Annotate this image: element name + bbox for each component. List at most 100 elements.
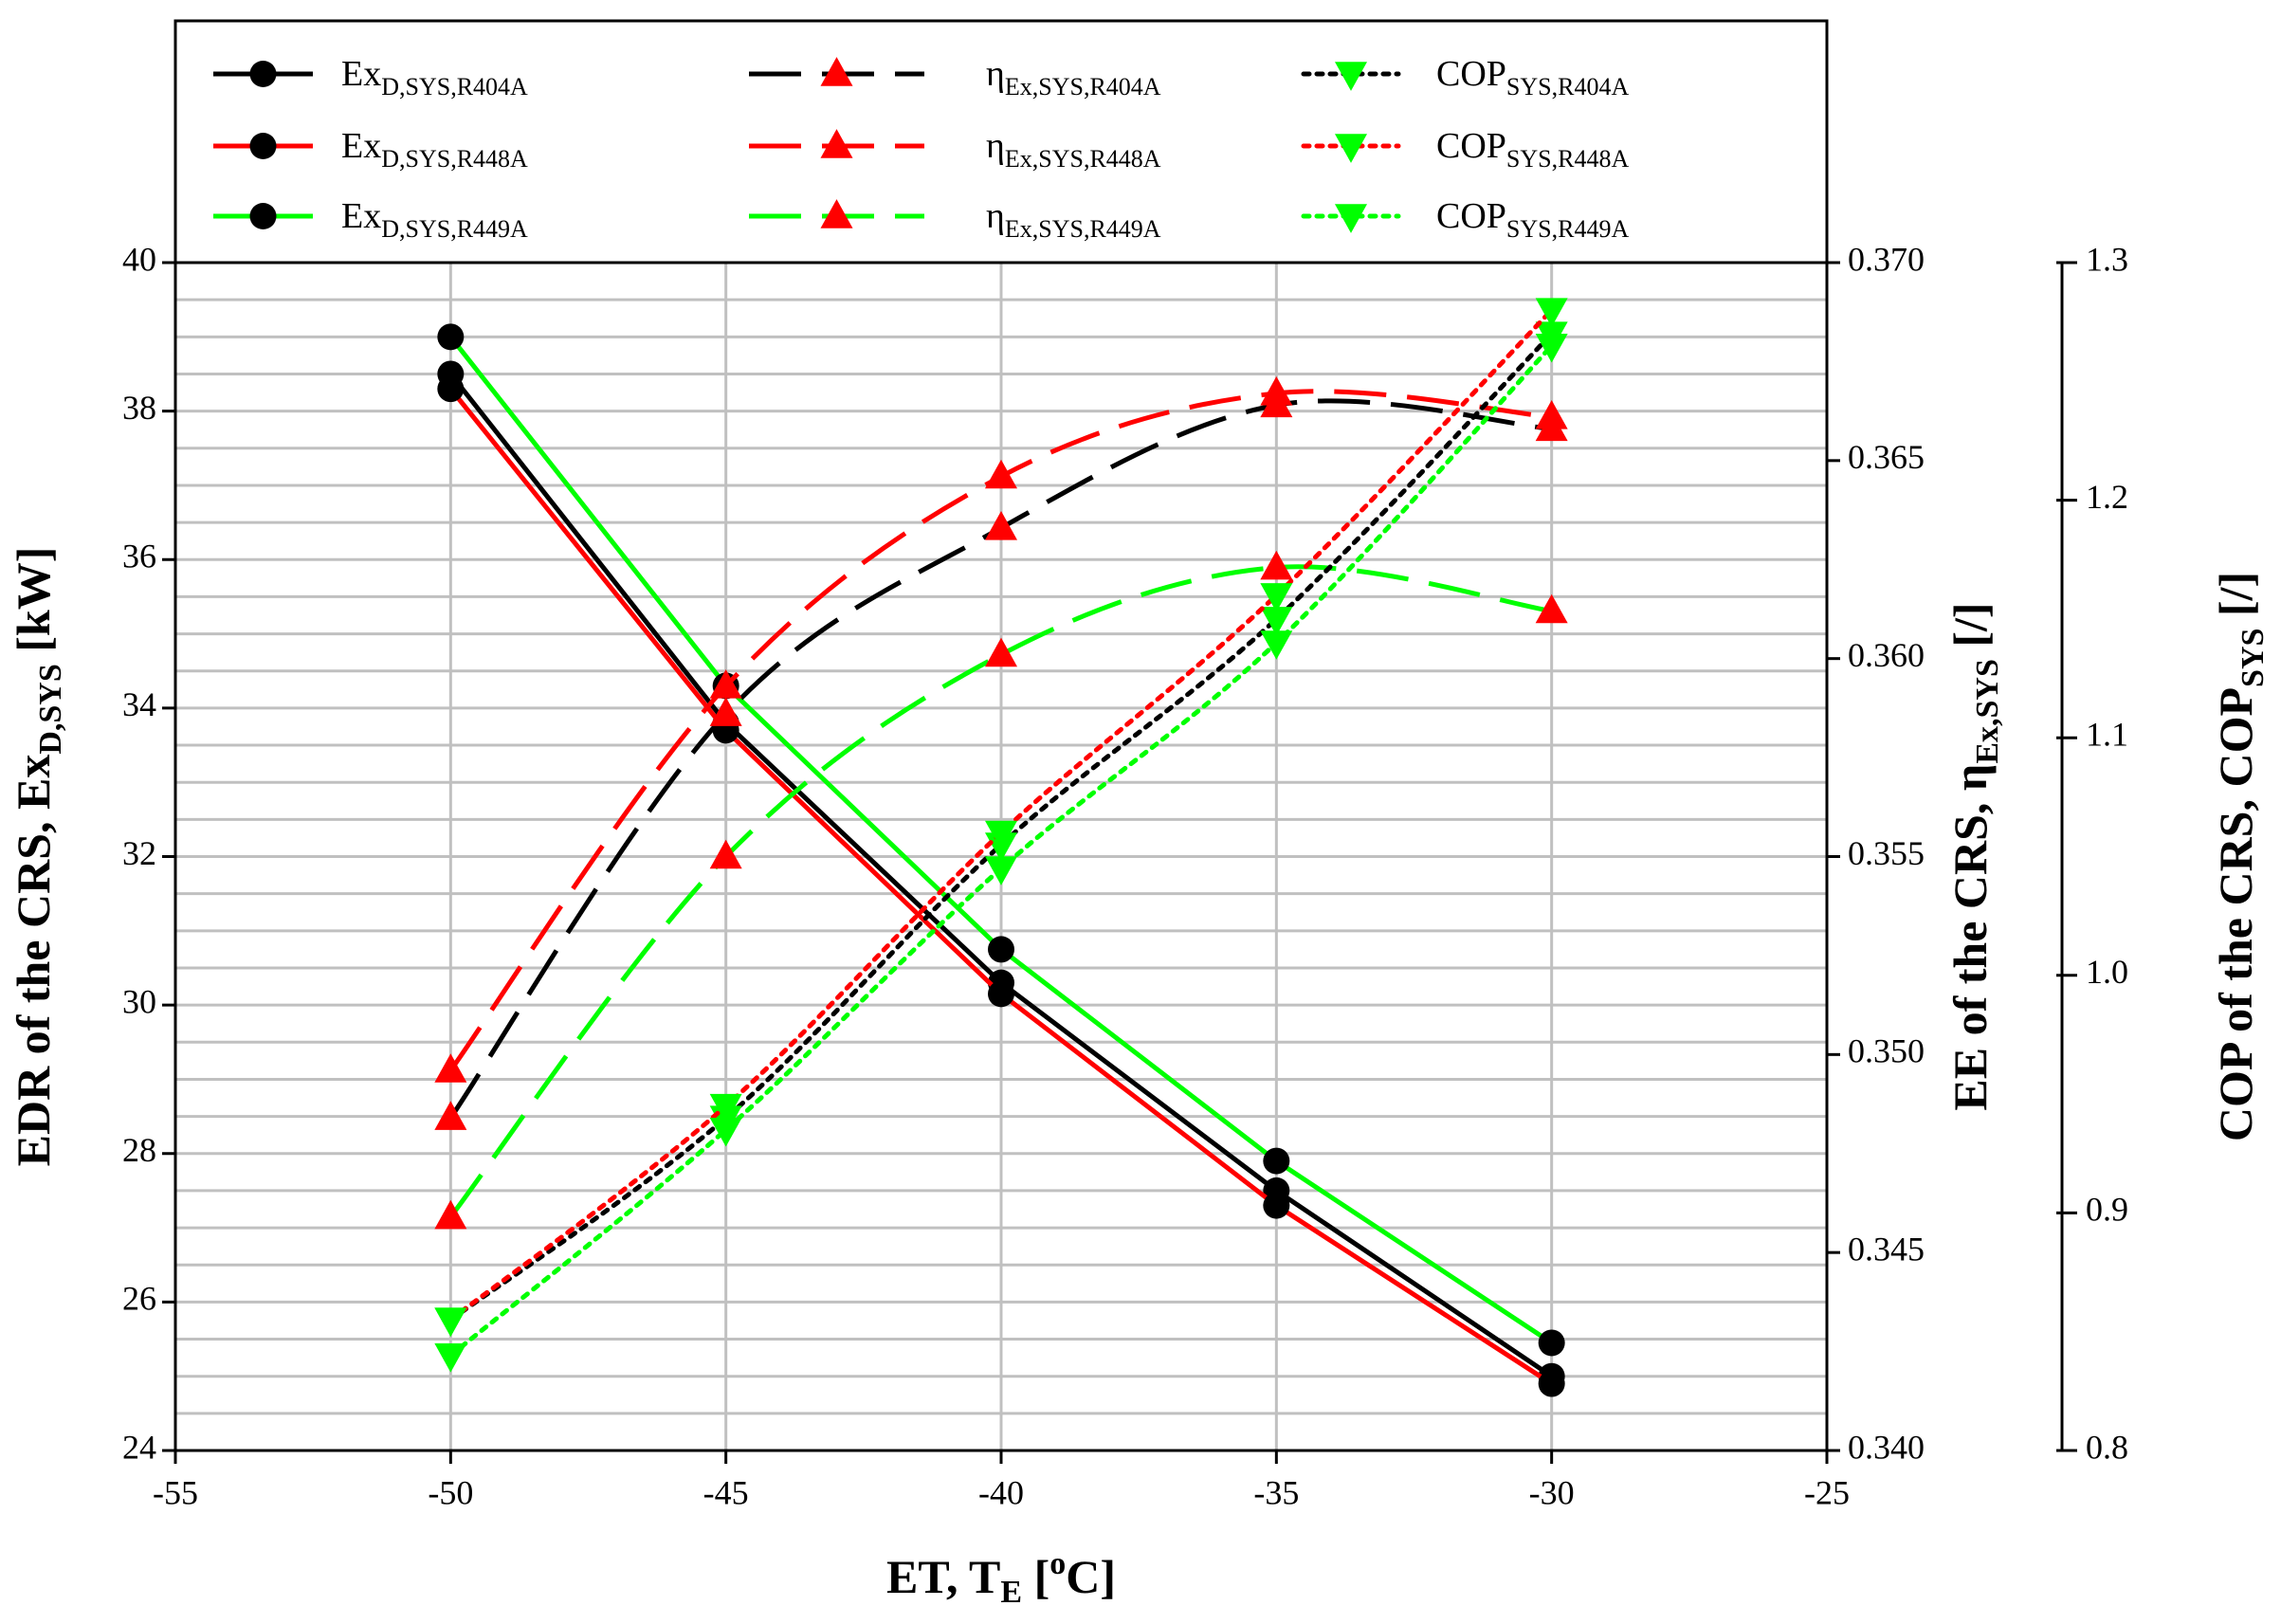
data-point-edr-r449a	[437, 323, 465, 351]
cop-tick-label: 1.1	[2086, 715, 2128, 753]
legend-label: COPSYS,R449A	[1436, 196, 1629, 243]
legend-marker	[249, 203, 277, 229]
x-tick-label: -25	[1804, 1473, 1850, 1511]
legend-marker	[1335, 134, 1367, 163]
x-tick-label: -35	[1253, 1473, 1299, 1511]
legend-layer: ExD,SYS,R404A ExD,SYS,R448A ExD,SYS,R449A η…	[213, 54, 1629, 243]
data-point-edr-r448a	[1538, 1370, 1565, 1397]
x-tick-label: -30	[1529, 1473, 1575, 1511]
series-ee-r449a	[434, 550, 1568, 1230]
data-point-ee-r449a	[434, 1199, 467, 1230]
data-point-ee-r404a	[434, 1101, 467, 1130]
data-point-ee-r404a	[985, 510, 1017, 540]
left-tick-label: 32	[122, 834, 156, 872]
ee-tick-label: 0.350	[1848, 1032, 1925, 1070]
ee-tick-label: 0.345	[1848, 1230, 1925, 1268]
legend-entry: ηEx,SYS,R448A	[749, 126, 1161, 173]
cop-tick-label: 1.0	[2086, 953, 2128, 991]
grid-layer	[175, 261, 1827, 1452]
data-point-ee-r449a	[1260, 550, 1293, 580]
left-tick-label: 30	[122, 982, 156, 1020]
left-axis-title: EDR of the CRS, ExD,SYS [kW]	[7, 547, 68, 1167]
title-layer: EDR of the CRS, ExD,SYS [kW] EE of the CR…	[7, 547, 2271, 1610]
data-point-ee-r449a	[709, 839, 742, 869]
data-point-ee-r449a	[1535, 593, 1568, 624]
axis-layer: -55 -50 -45 -40 -35 -30 -25 24 26 28 30 32 34 36 38 40 0…	[122, 240, 2128, 1511]
left-tick-label: 34	[122, 685, 156, 723]
data-point-cop-r449a	[985, 856, 1017, 885]
data-point-edr-r449a	[1263, 1147, 1290, 1175]
ee-tick-label: 0.370	[1848, 240, 1925, 278]
data-point-ee-r448a	[1535, 400, 1568, 429]
data-point-ee-r449a	[985, 637, 1017, 667]
data-point-cop-r448a	[1535, 298, 1568, 327]
left-tick-label: 40	[122, 240, 156, 278]
left-tick-label: 24	[122, 1428, 156, 1466]
cop-tick-label: 0.8	[2086, 1428, 2128, 1466]
legend-label: ηEx,SYS,R404A	[986, 54, 1161, 100]
cop-tick-label: 0.9	[2086, 1191, 2128, 1229]
series-layer	[434, 298, 1568, 1397]
ee-axis-title: EE of the CRS, ηEx,SYS [/]	[1943, 602, 2005, 1110]
data-point-ee-r448a	[709, 669, 742, 699]
data-point-ee-r448a	[985, 459, 1017, 489]
data-point-ee-r404a	[709, 697, 742, 726]
legend-label: COPSYS,R448A	[1436, 126, 1629, 173]
legend-marker	[1335, 62, 1367, 91]
data-point-cop-r449a	[434, 1343, 467, 1373]
x-tick-label: -55	[153, 1473, 198, 1511]
x-tick-label: -45	[703, 1473, 749, 1511]
left-tick-label: 36	[122, 538, 156, 575]
left-tick-label: 38	[122, 389, 156, 427]
legend-entry: ηEx,SYS,R449A	[749, 196, 1161, 243]
series-edr-r448a	[437, 375, 1565, 1397]
x-tick-label: -40	[978, 1473, 1024, 1511]
data-point-cop-r448a	[434, 1307, 467, 1338]
data-point-cop-r449a	[1535, 333, 1568, 363]
legend-entry: ExD,SYS,R449A	[213, 196, 528, 243]
legend-entry: ExD,SYS,R404A	[213, 54, 528, 100]
legend-box	[173, 19, 1829, 265]
legend-entry: COPSYS,R404A	[1301, 54, 1629, 100]
data-point-cop-r448a	[709, 1093, 742, 1123]
series-cop-r449a	[434, 333, 1568, 1373]
legend-entry: ExD,SYS,R448A	[213, 126, 528, 173]
series-line-ee-r404a	[448, 398, 1552, 1120]
legend-label: ExD,SYS,R448A	[341, 126, 528, 173]
data-point-cop-r449a	[1260, 630, 1293, 660]
data-point-cop-r449a	[709, 1117, 742, 1147]
series-line-ee-r448a	[448, 389, 1552, 1072]
data-point-cop-r404a	[1260, 607, 1293, 636]
data-point-edr-r448a	[1263, 1192, 1290, 1219]
legend-label: ηEx,SYS,R449A	[986, 196, 1161, 243]
legend-marker	[249, 61, 277, 87]
data-point-cop-r448a	[1260, 583, 1293, 612]
legend-marker	[1335, 204, 1367, 233]
legend-marker	[820, 129, 853, 158]
data-point-ee-r448a	[434, 1053, 467, 1083]
legend-entry: COPSYS,R449A	[1301, 196, 1629, 243]
legend-label: COPSYS,R404A	[1436, 54, 1629, 100]
data-point-edr-r449a	[988, 936, 1014, 963]
legend-label: ExD,SYS,R449A	[341, 196, 528, 243]
ee-tick-label: 0.340	[1848, 1428, 1925, 1466]
legend-marker	[249, 133, 277, 159]
ee-tick-label: 0.355	[1848, 834, 1925, 872]
data-point-cop-r448a	[985, 820, 1017, 850]
x-axis-title: ET, TE [oC]	[886, 1546, 1116, 1610]
legend-label: ExD,SYS,R404A	[341, 54, 528, 100]
cop-tick-label: 1.2	[2086, 478, 2128, 516]
left-tick-label: 28	[122, 1131, 156, 1169]
data-point-ee-r448a	[1260, 375, 1293, 406]
frame-layer	[173, 19, 2064, 1452]
ee-tick-label: 0.365	[1848, 438, 1925, 476]
legend-marker	[820, 199, 853, 228]
left-tick-label: 26	[122, 1280, 156, 1318]
series-cop-r448a	[434, 298, 1568, 1338]
x-tick-label: -50	[428, 1473, 473, 1511]
data-point-edr-r449a	[1538, 1329, 1565, 1357]
cop-axis-title: COP of the CRS, COPSYS [/]	[2209, 572, 2271, 1141]
